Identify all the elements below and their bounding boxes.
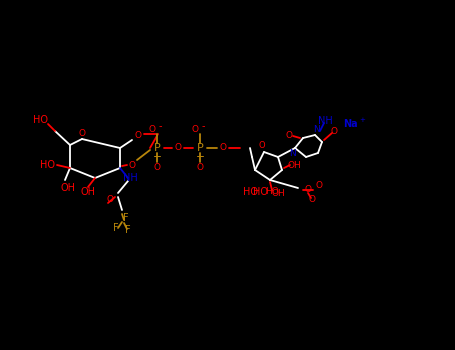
Text: Na: Na [343, 119, 357, 129]
Text: O: O [192, 125, 198, 133]
Text: O: O [219, 144, 227, 153]
Text: HO: HO [243, 187, 258, 197]
Text: HO: HO [32, 115, 47, 125]
Text: HO: HO [40, 160, 55, 170]
Text: OH: OH [81, 187, 96, 197]
Text: O: O [153, 163, 161, 173]
Text: OH: OH [271, 189, 285, 198]
Text: HO: HO [265, 188, 279, 196]
Text: NH: NH [318, 116, 332, 126]
Text: O: O [330, 127, 338, 136]
Text: O: O [197, 163, 203, 173]
Text: O: O [79, 130, 86, 139]
Text: N: N [313, 125, 320, 133]
Text: P: P [154, 143, 160, 153]
Text: O: O [308, 196, 315, 204]
Text: O: O [148, 125, 156, 133]
Text: O: O [304, 186, 312, 195]
Text: O: O [128, 161, 136, 169]
Text: N: N [288, 148, 295, 158]
Text: O: O [259, 141, 265, 150]
Text: F: F [113, 223, 119, 233]
Text: O: O [135, 132, 142, 140]
Text: NH: NH [123, 173, 137, 183]
Text: HO: HO [253, 187, 268, 197]
Text: O: O [315, 182, 323, 190]
Text: O: O [285, 131, 293, 140]
Text: O: O [106, 195, 113, 203]
Text: -: - [158, 121, 162, 131]
Text: O: O [175, 144, 182, 153]
Text: P: P [197, 143, 203, 153]
Text: OH: OH [287, 161, 301, 169]
Text: F: F [123, 213, 129, 223]
Text: F: F [125, 225, 131, 235]
Text: -: - [201, 121, 205, 131]
Text: OH: OH [61, 183, 76, 193]
Text: +: + [359, 117, 365, 123]
